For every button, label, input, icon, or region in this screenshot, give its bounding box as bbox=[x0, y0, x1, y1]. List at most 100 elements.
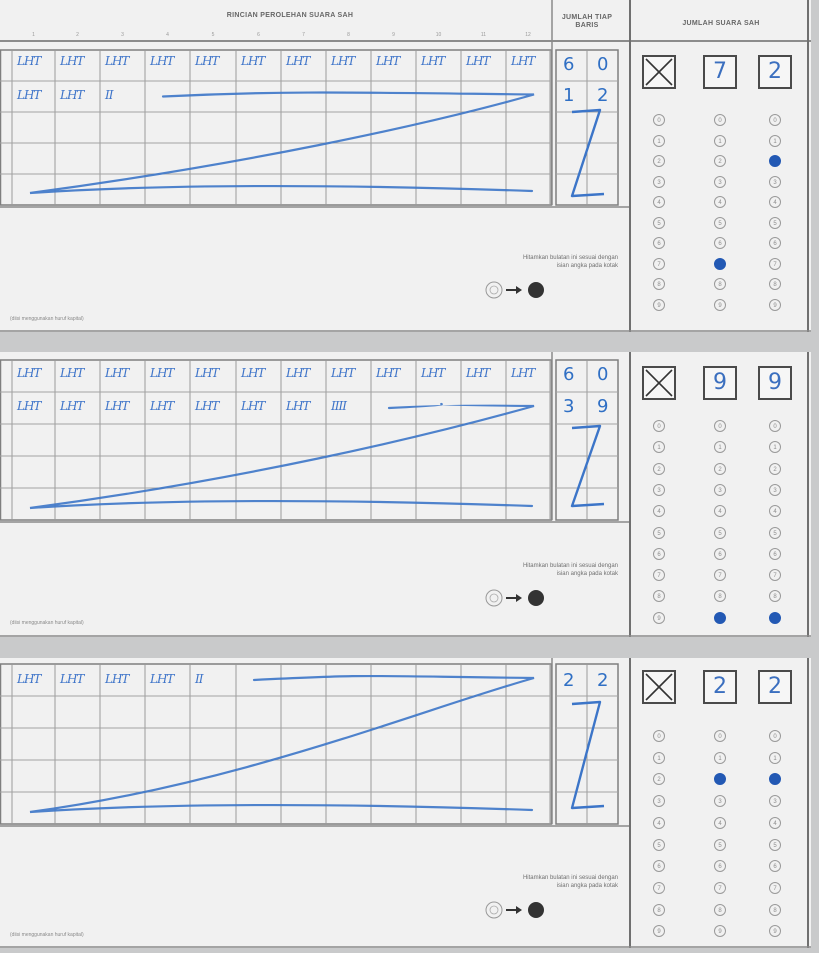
answer-bubble[interactable]: 7 bbox=[714, 569, 726, 582]
answer-bubble[interactable]: 8 bbox=[769, 590, 781, 603]
answer-bubble[interactable]: 7 bbox=[653, 569, 665, 582]
answer-bubble[interactable]: 2 bbox=[653, 462, 665, 475]
answer-bubble[interactable]: 9 bbox=[714, 298, 726, 311]
answer-bubble[interactable]: 2 bbox=[714, 155, 726, 167]
answer-bubble[interactable]: 5 bbox=[769, 216, 781, 229]
answer-bubble[interactable]: 3 bbox=[714, 483, 726, 496]
total-digit-box[interactable]: 2 bbox=[758, 55, 792, 89]
answer-bubble[interactable]: 5 bbox=[714, 838, 726, 851]
answer-bubble[interactable]: 7 bbox=[653, 881, 665, 894]
answer-bubble[interactable]: 8 bbox=[714, 903, 726, 916]
total-digit-box[interactable]: 9 bbox=[703, 366, 737, 400]
answer-bubble[interactable]: 6 bbox=[714, 237, 726, 249]
answer-bubble[interactable]: 2 bbox=[714, 462, 726, 475]
answer-bubble[interactable]: 0 bbox=[769, 420, 781, 432]
answer-bubble[interactable]: 4 bbox=[769, 505, 781, 518]
filled-bubble[interactable]: 2 bbox=[769, 155, 781, 167]
answer-bubble[interactable]: 5 bbox=[769, 838, 781, 851]
answer-bubble[interactable]: 9 bbox=[714, 925, 726, 938]
answer-bubble[interactable]: 5 bbox=[769, 526, 781, 539]
answer-bubble[interactable]: 4 bbox=[653, 196, 665, 208]
answer-bubble[interactable]: 6 bbox=[653, 547, 665, 560]
answer-bubble[interactable]: 3 bbox=[769, 175, 781, 188]
answer-bubble[interactable]: 8 bbox=[653, 278, 665, 290]
answer-bubble[interactable]: 5 bbox=[653, 216, 665, 229]
answer-bubble[interactable]: 3 bbox=[714, 175, 726, 188]
answer-bubble[interactable]: 5 bbox=[653, 838, 665, 851]
answer-bubble[interactable]: 1 bbox=[714, 441, 726, 454]
answer-bubble[interactable]: 0 bbox=[653, 730, 665, 742]
answer-bubble[interactable]: 9 bbox=[653, 298, 665, 311]
answer-bubble[interactable]: 4 bbox=[714, 505, 726, 518]
filled-bubble[interactable]: 2 bbox=[769, 773, 781, 786]
answer-bubble[interactable]: 5 bbox=[653, 526, 665, 539]
answer-bubble[interactable]: 8 bbox=[714, 590, 726, 603]
answer-bubble[interactable]: 4 bbox=[714, 196, 726, 208]
filled-bubble[interactable]: 9 bbox=[714, 611, 726, 624]
answer-bubble[interactable]: 3 bbox=[714, 795, 726, 808]
answer-bubble[interactable]: 9 bbox=[653, 925, 665, 938]
answer-bubble[interactable]: 7 bbox=[769, 257, 781, 270]
answer-bubble[interactable]: 4 bbox=[769, 816, 781, 829]
answer-bubble[interactable]: 3 bbox=[653, 483, 665, 496]
answer-bubble[interactable]: 6 bbox=[714, 547, 726, 560]
total-digit-box[interactable]: 2 bbox=[703, 670, 737, 704]
answer-bubble[interactable]: 7 bbox=[714, 881, 726, 894]
answer-bubble[interactable]: 0 bbox=[714, 114, 726, 126]
answer-bubble[interactable]: 4 bbox=[714, 816, 726, 829]
answer-bubble[interactable]: 0 bbox=[714, 420, 726, 432]
answer-bubble[interactable]: 2 bbox=[769, 462, 781, 475]
answer-bubble[interactable]: 1 bbox=[769, 441, 781, 454]
answer-bubble[interactable]: 1 bbox=[653, 134, 665, 147]
answer-bubble[interactable]: 6 bbox=[769, 237, 781, 249]
answer-bubble[interactable]: 8 bbox=[769, 903, 781, 916]
total-digit-box[interactable]: 7 bbox=[703, 55, 737, 89]
answer-bubble[interactable]: 1 bbox=[653, 751, 665, 764]
answer-bubble[interactable]: 5 bbox=[714, 526, 726, 539]
answer-bubble[interactable]: 7 bbox=[769, 881, 781, 894]
filled-bubble[interactable]: 7 bbox=[714, 257, 726, 270]
answer-bubble[interactable]: 8 bbox=[653, 903, 665, 916]
answer-bubble[interactable]: 4 bbox=[653, 816, 665, 829]
answer-bubble[interactable]: 1 bbox=[714, 751, 726, 764]
answer-bubble[interactable]: 0 bbox=[769, 730, 781, 742]
answer-bubble[interactable]: 0 bbox=[653, 420, 665, 432]
answer-bubble[interactable]: 0 bbox=[714, 730, 726, 742]
answer-bubble[interactable]: 0 bbox=[769, 114, 781, 126]
answer-bubble[interactable]: 1 bbox=[769, 751, 781, 764]
answer-bubble[interactable]: 5 bbox=[714, 216, 726, 229]
filled-bubble[interactable]: 2 bbox=[714, 773, 726, 786]
answer-bubble[interactable]: 6 bbox=[653, 237, 665, 249]
total-digit-box[interactable]: 2 bbox=[758, 670, 792, 704]
example-fill-arrow-icon bbox=[485, 901, 544, 919]
answer-bubble[interactable]: 6 bbox=[653, 860, 665, 873]
answer-bubble[interactable]: 3 bbox=[769, 795, 781, 808]
total-digit-box[interactable]: 9 bbox=[758, 366, 792, 400]
answer-bubble[interactable]: 8 bbox=[769, 278, 781, 290]
answer-bubble[interactable]: 7 bbox=[769, 569, 781, 582]
answer-bubble[interactable]: 3 bbox=[769, 483, 781, 496]
answer-bubble[interactable]: 8 bbox=[714, 278, 726, 290]
answer-bubble[interactable]: 2 bbox=[653, 773, 665, 786]
filled-bubble[interactable]: 9 bbox=[769, 611, 781, 624]
answer-bubble[interactable]: 3 bbox=[653, 795, 665, 808]
answer-bubble[interactable]: 6 bbox=[769, 860, 781, 873]
answer-bubble[interactable]: 6 bbox=[714, 860, 726, 873]
answer-bubble[interactable]: 1 bbox=[653, 441, 665, 454]
answer-bubble[interactable]: 8 bbox=[653, 590, 665, 603]
crossed-digit-box[interactable] bbox=[642, 366, 676, 400]
crossed-digit-box[interactable] bbox=[642, 670, 676, 704]
answer-bubble[interactable]: 0 bbox=[653, 114, 665, 126]
answer-bubble[interactable]: 4 bbox=[769, 196, 781, 208]
answer-bubble[interactable]: 1 bbox=[714, 134, 726, 147]
answer-bubble[interactable]: 4 bbox=[653, 505, 665, 518]
answer-bubble[interactable]: 9 bbox=[653, 611, 665, 624]
answer-bubble[interactable]: 3 bbox=[653, 175, 665, 188]
crossed-digit-box[interactable] bbox=[642, 55, 676, 89]
answer-bubble[interactable]: 1 bbox=[769, 134, 781, 147]
answer-bubble[interactable]: 7 bbox=[653, 257, 665, 270]
answer-bubble[interactable]: 6 bbox=[769, 547, 781, 560]
answer-bubble[interactable]: 2 bbox=[653, 155, 665, 167]
answer-bubble[interactable]: 9 bbox=[769, 298, 781, 311]
answer-bubble[interactable]: 9 bbox=[769, 925, 781, 938]
